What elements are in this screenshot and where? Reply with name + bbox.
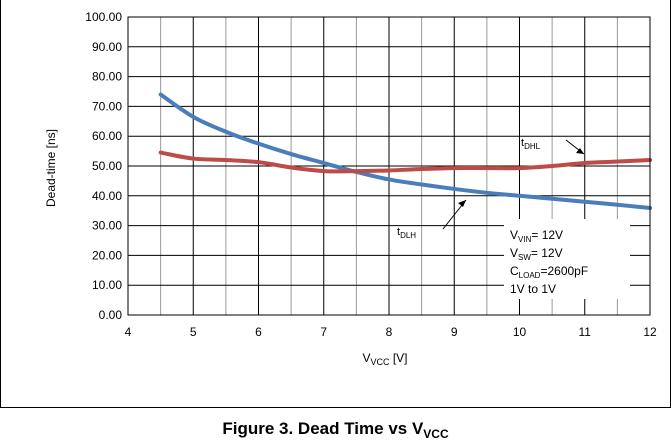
conditions-box [504,219,630,299]
caption-main: Figure 3. Dead Time vs V [222,419,424,438]
series-line-tdhl [158,150,652,174]
x-tick-label: 12 [643,325,657,339]
x-tick-label: 10 [513,325,527,339]
condition-vin: VVIN= 12V [510,228,563,244]
series-label-tdhl-sub: DHL [524,142,541,151]
series-label-tdlh-main: t [397,226,400,238]
series-label-tdlh-sub: DLH [400,231,416,240]
x-tick-label: 6 [255,325,262,339]
figure-caption: Figure 3. Dead Time vs VVCC [0,419,671,441]
series-label-tdhl-main: t [521,137,524,149]
y-tick-label: 70.00 [92,99,122,113]
condition-vin-main: V [510,228,518,242]
x-axis-label-main: V [362,351,370,365]
caption-sub: VCC [423,427,449,441]
y-tick-label: 0.00 [99,308,123,322]
x-tick-labels: 4 5 6 7 8 9 10 11 12 [125,325,657,339]
condition-vsw-main: V [510,246,518,260]
y-tick-label: 100.00 [85,10,122,24]
condition-cload-sub: LOAD [519,271,541,280]
x-tick-label: 11 [579,325,592,339]
x-tick-label: 9 [451,325,458,339]
x-tick-label: 5 [190,325,197,339]
condition-cload-main: C [510,264,519,278]
condition-vin-rest: = 12V [531,228,563,242]
dead-time-chart: 0.00 10.00 20.00 30.00 40.00 50.00 60.00 70.00 8… [44,10,657,367]
condition-vsw-rest: = 12V [531,246,563,260]
axes [127,16,651,316]
x-tick-label: 8 [386,325,393,339]
y-tick-label: 60.00 [92,129,122,143]
y-tick-label: 50.00 [92,159,122,173]
condition-cload: CLOAD=2600pF [510,264,588,280]
y-tick-label: 30.00 [92,219,122,233]
y-tick-label: 10.00 [92,278,122,292]
x-tick-label: 7 [320,325,327,339]
series-line-tdlh [158,92,652,211]
y-axis-label: Dead-time [ns] [44,129,58,207]
y-tick-label: 80.00 [92,70,122,84]
x-tick-label: 4 [125,325,132,339]
series-label-tdhl: tDHL [521,137,541,151]
y-tick-label: 20.00 [92,248,122,262]
condition-vsw: VSW= 12V [510,246,563,262]
plot-area-border [127,16,651,316]
x-axis-label: VVCC [V] [362,351,407,367]
y-tick-label: 90.00 [92,40,122,54]
condition-cload-rest: =2600pF [540,264,588,278]
tdhl-pointer-arrow [576,148,584,154]
condition-transition: 1V to 1V [510,282,556,296]
series-lines [158,92,652,211]
condition-vin-sub: VIN [518,235,532,244]
series-label-tdlh: tDLH [397,226,416,240]
condition-vsw-sub: SW [518,253,531,262]
y-tick-label: 40.00 [92,189,122,203]
x-axis-label-sub: VCC [370,357,390,367]
x-axis-label-rest: [V] [390,351,408,365]
tdlh-pointer-arrow [458,200,466,207]
y-tick-labels: 0.00 10.00 20.00 30.00 40.00 50.00 60.00 70.00 8… [85,10,122,322]
